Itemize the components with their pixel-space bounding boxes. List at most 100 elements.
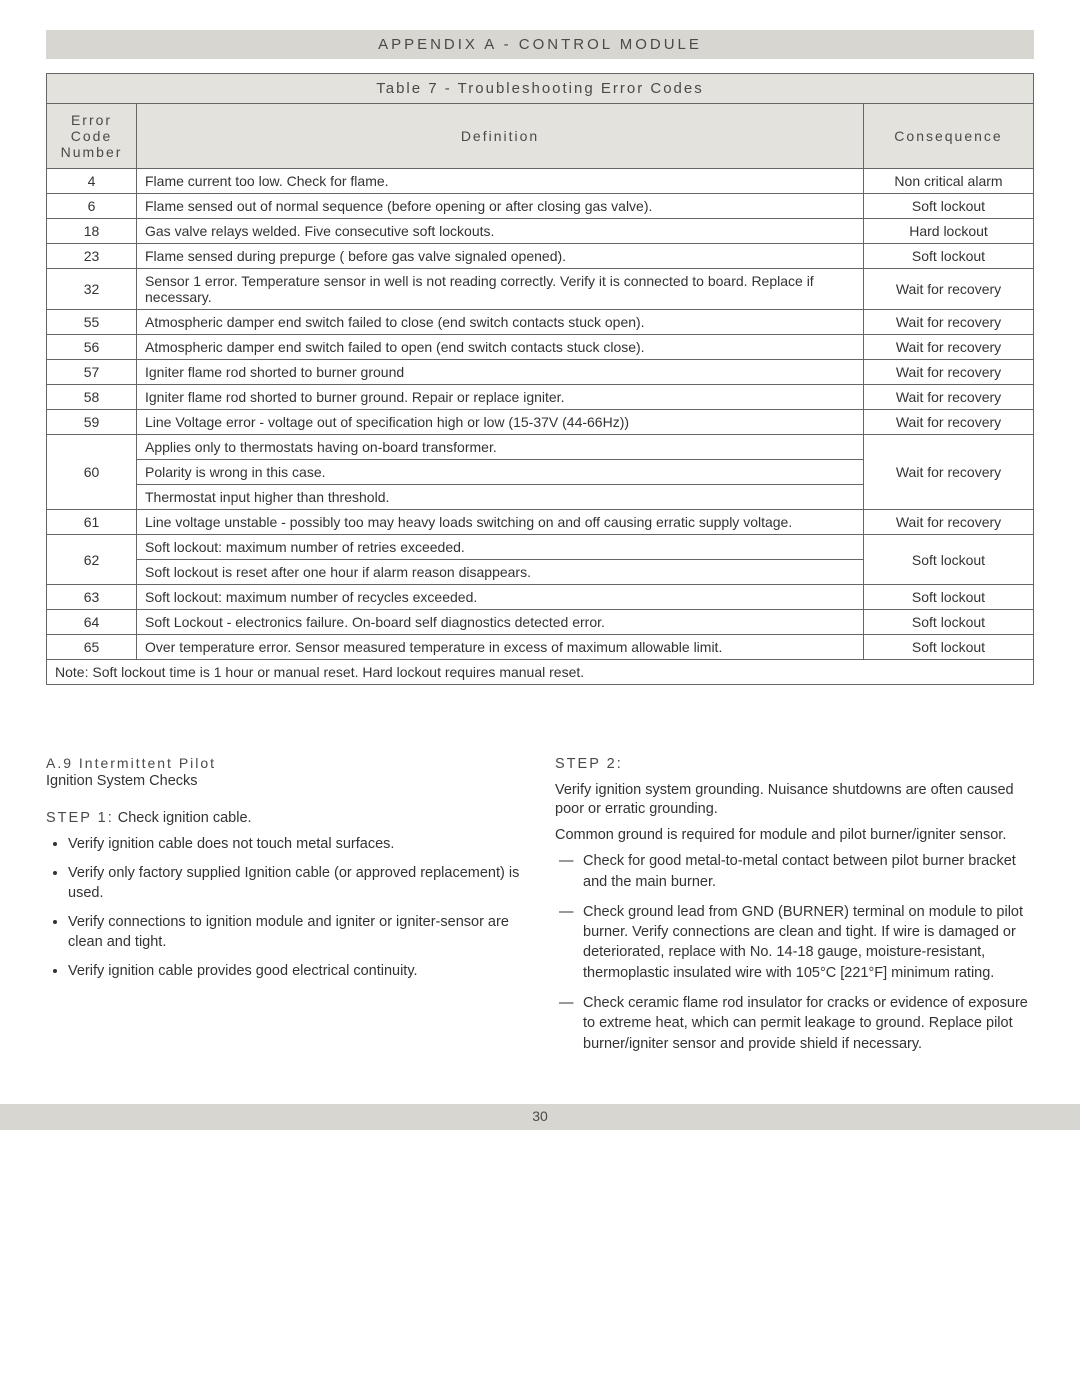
step1-bullet-list: Verify ignition cable does not touch met… (46, 835, 525, 982)
left-column: A.9 Intermittent Pilot Ignition System C… (46, 755, 525, 1064)
cell-consequence: Wait for recovery (864, 269, 1034, 310)
cell-code: 18 (47, 219, 137, 244)
cell-definition: Line Voltage error - voltage out of spec… (137, 410, 864, 435)
cell-consequence: Soft lockout (864, 194, 1034, 219)
section-a9-subtitle: Ignition System Checks (46, 773, 525, 789)
table-note-row: Note: Soft lockout time is 1 hour or man… (47, 660, 1034, 685)
cell-definition: Igniter flame rod shorted to burner grou… (137, 385, 864, 410)
cell-code: 62 (47, 535, 137, 585)
step2-line: STEP 2: (555, 755, 1034, 775)
list-item: Verify ignition cable provides good elec… (68, 962, 525, 982)
table-note: Note: Soft lockout time is 1 hour or man… (47, 660, 1034, 685)
table-caption: Table 7 - Troubleshooting Error Codes (47, 74, 1034, 104)
table-row: 6Flame sensed out of normal sequence (be… (47, 194, 1034, 219)
table-caption-row: Table 7 - Troubleshooting Error Codes (47, 74, 1034, 104)
cell-consequence: Wait for recovery (864, 360, 1034, 385)
cell-definition: Flame current too low. Check for flame. (137, 169, 864, 194)
table-row: 57Igniter flame rod shorted to burner gr… (47, 360, 1034, 385)
body-columns: A.9 Intermittent Pilot Ignition System C… (46, 755, 1034, 1064)
cell-consequence: Soft lockout (864, 535, 1034, 585)
cell-definition: Applies only to thermostats having on-bo… (137, 435, 864, 510)
col-header-definition: Definition (137, 104, 864, 169)
cell-definition: Sensor 1 error. Temperature sensor in we… (137, 269, 864, 310)
cell-code: 4 (47, 169, 137, 194)
cell-code: 59 (47, 410, 137, 435)
cell-definition: Flame sensed out of normal sequence (bef… (137, 194, 864, 219)
step1-label: STEP 1: (46, 810, 114, 826)
table-row: 56Atmospheric damper end switch failed t… (47, 335, 1034, 360)
step2-paragraph-1: Verify ignition system grounding. Nuisan… (555, 781, 1034, 820)
cell-code: 32 (47, 269, 137, 310)
cell-consequence: Wait for recovery (864, 385, 1034, 410)
cell-consequence: Wait for recovery (864, 310, 1034, 335)
cell-definition-sub: Polarity is wrong in this case. (137, 460, 863, 485)
cell-code: 58 (47, 385, 137, 410)
cell-definition: Soft lockout: maximum number of retries … (137, 535, 864, 585)
table-row: 18Gas valve relays welded. Five consecut… (47, 219, 1034, 244)
cell-consequence: Wait for recovery (864, 435, 1034, 510)
step2-label: STEP 2: (555, 756, 623, 772)
cell-definition: Soft Lockout - electronics failure. On-b… (137, 610, 864, 635)
cell-code: 65 (47, 635, 137, 660)
col-header-consequence: Consequence (864, 104, 1034, 169)
cell-code: 57 (47, 360, 137, 385)
cell-code: 60 (47, 435, 137, 510)
appendix-header: APPENDIX A - CONTROL MODULE (46, 30, 1034, 59)
cell-code: 56 (47, 335, 137, 360)
cell-definition: Atmospheric damper end switch failed to … (137, 335, 864, 360)
table-row: 64Soft Lockout - electronics failure. On… (47, 610, 1034, 635)
error-codes-table: Table 7 - Troubleshooting Error Codes Er… (46, 73, 1034, 685)
cell-definition-sub: Thermostat input higher than threshold. (137, 485, 863, 509)
section-a9-title: A.9 Intermittent Pilot (46, 755, 525, 771)
list-item: Verify ignition cable does not touch met… (68, 835, 525, 855)
table-header-row: Error Code Number Definition Consequence (47, 104, 1034, 169)
page: APPENDIX A - CONTROL MODULE Table 7 - Tr… (0, 0, 1080, 1064)
cell-definition-sub: Soft lockout: maximum number of retries … (137, 535, 863, 560)
table-row: 32Sensor 1 error. Temperature sensor in … (47, 269, 1034, 310)
cell-definition-sub: Applies only to thermostats having on-bo… (137, 435, 863, 460)
page-footer: 30 (0, 1104, 1080, 1130)
table-row: 4Flame current too low. Check for flame.… (47, 169, 1034, 194)
cell-consequence: Hard lockout (864, 219, 1034, 244)
col-header-code: Error Code Number (47, 104, 137, 169)
cell-code: 55 (47, 310, 137, 335)
table-row: 59Line Voltage error - voltage out of sp… (47, 410, 1034, 435)
cell-code: 6 (47, 194, 137, 219)
cell-definition: Igniter flame rod shorted to burner grou… (137, 360, 864, 385)
cell-consequence: Wait for recovery (864, 410, 1034, 435)
table-row: 23Flame sensed during prepurge ( before … (47, 244, 1034, 269)
table-row: 61Line voltage unstable - possibly too m… (47, 510, 1034, 535)
cell-definition-sub: Soft lockout is reset after one hour if … (137, 560, 863, 584)
cell-definition: Gas valve relays welded. Five consecutiv… (137, 219, 864, 244)
cell-code: 61 (47, 510, 137, 535)
step1-text: Check ignition cable. (118, 810, 252, 826)
cell-consequence: Non critical alarm (864, 169, 1034, 194)
cell-consequence: Soft lockout (864, 585, 1034, 610)
table-row: 62Soft lockout: maximum number of retrie… (47, 535, 1034, 585)
step1-line: STEP 1: Check ignition cable. (46, 809, 525, 829)
cell-consequence: Wait for recovery (864, 335, 1034, 360)
cell-definition: Soft lockout: maximum number of recycles… (137, 585, 864, 610)
list-item: Check ground lead from GND (BURNER) term… (583, 902, 1034, 983)
list-item: Check for good metal-to-metal contact be… (583, 851, 1034, 892)
table-row: 55Atmospheric damper end switch failed t… (47, 310, 1034, 335)
table-row: 65Over temperature error. Sensor measure… (47, 635, 1034, 660)
table-row: 60Applies only to thermostats having on-… (47, 435, 1034, 510)
list-item: Verify connections to ignition module an… (68, 913, 525, 952)
cell-consequence: Soft lockout (864, 610, 1034, 635)
cell-consequence: Soft lockout (864, 635, 1034, 660)
cell-definition: Atmospheric damper end switch failed to … (137, 310, 864, 335)
table-row: 63Soft lockout: maximum number of recycl… (47, 585, 1034, 610)
cell-definition: Over temperature error. Sensor measured … (137, 635, 864, 660)
table-row: 58Igniter flame rod shorted to burner gr… (47, 385, 1034, 410)
cell-consequence: Wait for recovery (864, 510, 1034, 535)
page-number: 30 (532, 1108, 548, 1124)
right-column: STEP 2: Verify ignition system grounding… (555, 755, 1034, 1064)
list-item: Check ceramic flame rod insulator for cr… (583, 993, 1034, 1054)
list-item: Verify only factory supplied Ignition ca… (68, 864, 525, 903)
cell-definition: Line voltage unstable - possibly too may… (137, 510, 864, 535)
cell-consequence: Soft lockout (864, 244, 1034, 269)
step2-dash-list: Check for good metal-to-metal contact be… (555, 851, 1034, 1054)
step2-paragraph-2: Common ground is required for module and… (555, 826, 1034, 846)
cell-definition: Flame sensed during prepurge ( before ga… (137, 244, 864, 269)
